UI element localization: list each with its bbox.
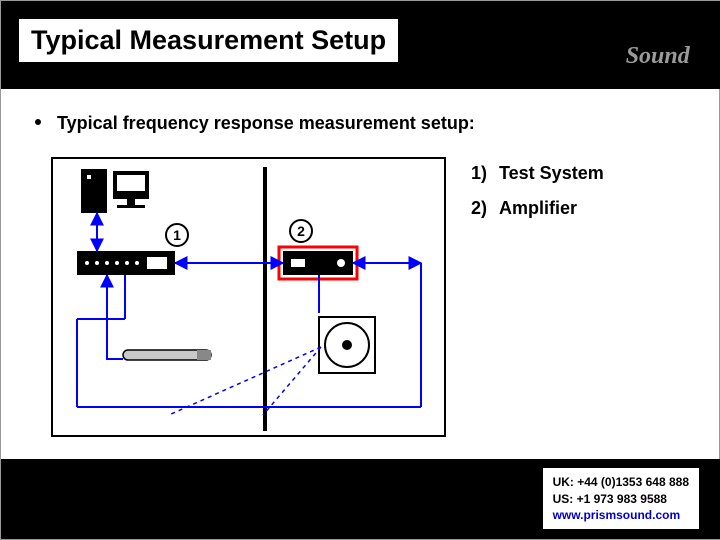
diagram-panel: 1 2 (51, 157, 446, 437)
footer-bar: UK: +44 (0)1353 648 888 US: +1 973 983 9… (1, 459, 720, 539)
legend: 1)Test System 2)Amplifier (471, 163, 604, 233)
legend-item-1: 1)Test System (471, 163, 604, 184)
callout-label-2: 2 (289, 219, 313, 243)
contact-us: US: +1 973 983 9588 (553, 491, 689, 507)
slide-root: Typical Measurement Setup PrismSound Typ… (0, 0, 720, 540)
logo-text-prism: Prism (566, 43, 626, 69)
legend-index: 2) (471, 198, 499, 219)
subtitle-text: Typical frequency response measurement s… (57, 113, 475, 133)
prismsound-logo-svg: PrismSound (557, 13, 697, 73)
logo-text-sound: Sound (626, 43, 691, 69)
svg-text:PrismSound: PrismSound (566, 43, 691, 69)
brand-logo: PrismSound (557, 11, 697, 75)
measurement-setup-diagram (53, 159, 448, 439)
title-bar: Typical Measurement Setup PrismSound (1, 1, 720, 89)
contact-uk: UK: +44 (0)1353 648 888 (553, 474, 689, 490)
subtitle-bullet: Typical frequency response measurement s… (35, 113, 475, 134)
legend-item-2: 2)Amplifier (471, 198, 604, 219)
bullet-dot-icon (35, 119, 41, 125)
legend-label: Test System (499, 163, 604, 183)
callout-label-1: 1 (165, 223, 189, 247)
slide-title: Typical Measurement Setup (19, 19, 398, 62)
legend-label: Amplifier (499, 198, 577, 218)
legend-index: 1) (471, 163, 499, 184)
contact-web: www.prismsound.com (553, 507, 689, 523)
contact-card: UK: +44 (0)1353 648 888 US: +1 973 983 9… (543, 468, 699, 529)
